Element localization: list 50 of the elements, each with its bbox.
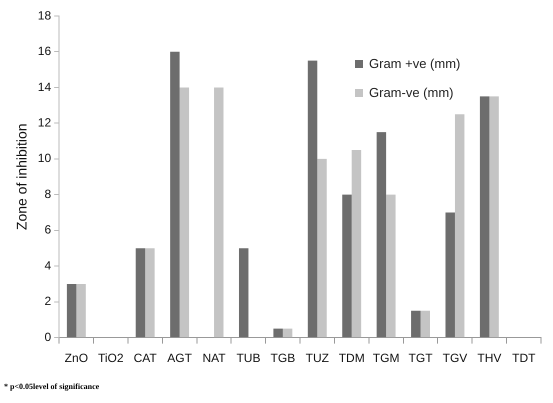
x-tick-label: TGT bbox=[408, 351, 434, 366]
y-tick-label: 8 bbox=[44, 186, 52, 201]
y-tick-label: 14 bbox=[38, 80, 52, 94]
x-tick-label: TGV bbox=[442, 351, 468, 366]
bar bbox=[145, 248, 155, 338]
x-tick-label: TDT bbox=[512, 351, 536, 366]
text: * p<0.05level of significance bbox=[4, 382, 100, 391]
y-tick-label: 10 bbox=[38, 151, 52, 166]
bar bbox=[420, 310, 430, 338]
y-tick-label: 6 bbox=[44, 222, 52, 237]
y-tick-label: 0 bbox=[44, 330, 52, 344]
x-tick-label: TGM bbox=[372, 351, 400, 366]
bar bbox=[136, 248, 146, 338]
y-tick-label: 4 bbox=[44, 258, 52, 272]
bar bbox=[170, 52, 180, 338]
bar bbox=[238, 248, 248, 338]
bar bbox=[308, 60, 318, 338]
bar bbox=[386, 194, 396, 338]
x-tick-label: AGT bbox=[167, 351, 193, 366]
bar bbox=[317, 158, 327, 338]
bar bbox=[411, 310, 421, 338]
bar bbox=[352, 150, 362, 338]
bar bbox=[66, 284, 76, 338]
x-tick-label: THV bbox=[477, 351, 502, 366]
y-tick-label: 2 bbox=[44, 294, 52, 308]
y-tick-label: 18 bbox=[38, 8, 52, 22]
y-tick-label: 16 bbox=[38, 44, 52, 58]
legend-label: Gram-ve (mm) bbox=[369, 85, 454, 100]
bar bbox=[445, 212, 455, 338]
x-tick-label: TGB bbox=[270, 351, 296, 366]
bar bbox=[273, 328, 283, 338]
bar bbox=[214, 87, 224, 338]
legend-label: Gram +ve (mm) bbox=[369, 56, 460, 71]
bar bbox=[480, 96, 490, 338]
x-tick-label: NAT bbox=[202, 351, 226, 366]
x-tick-label: TiO2 bbox=[98, 351, 124, 366]
x-tick-label: TUZ bbox=[306, 351, 329, 366]
x-tick-label: TDM bbox=[338, 351, 365, 366]
bar bbox=[76, 284, 86, 338]
bar bbox=[489, 96, 499, 338]
y-tick-label: 12 bbox=[38, 116, 52, 130]
x-tick-label: CAT bbox=[134, 351, 158, 366]
bar bbox=[180, 87, 190, 338]
bar bbox=[282, 328, 292, 338]
y-axis-title: Zone of inhibition bbox=[13, 123, 30, 230]
bar bbox=[454, 114, 464, 338]
x-tick-label: ZnO bbox=[64, 351, 88, 366]
bar bbox=[376, 132, 386, 338]
bar bbox=[342, 194, 352, 338]
x-tick-label: TUB bbox=[236, 351, 260, 366]
